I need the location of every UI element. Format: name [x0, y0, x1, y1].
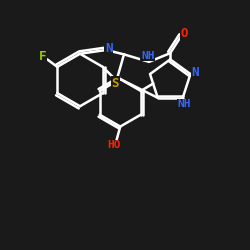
Text: O: O — [180, 27, 188, 40]
Text: N: N — [192, 66, 199, 79]
Text: F: F — [38, 50, 46, 64]
Text: N: N — [105, 42, 112, 55]
Text: NH: NH — [177, 99, 191, 109]
Text: NH: NH — [141, 50, 154, 60]
Text: S: S — [112, 76, 119, 90]
Text: HO: HO — [107, 140, 121, 150]
